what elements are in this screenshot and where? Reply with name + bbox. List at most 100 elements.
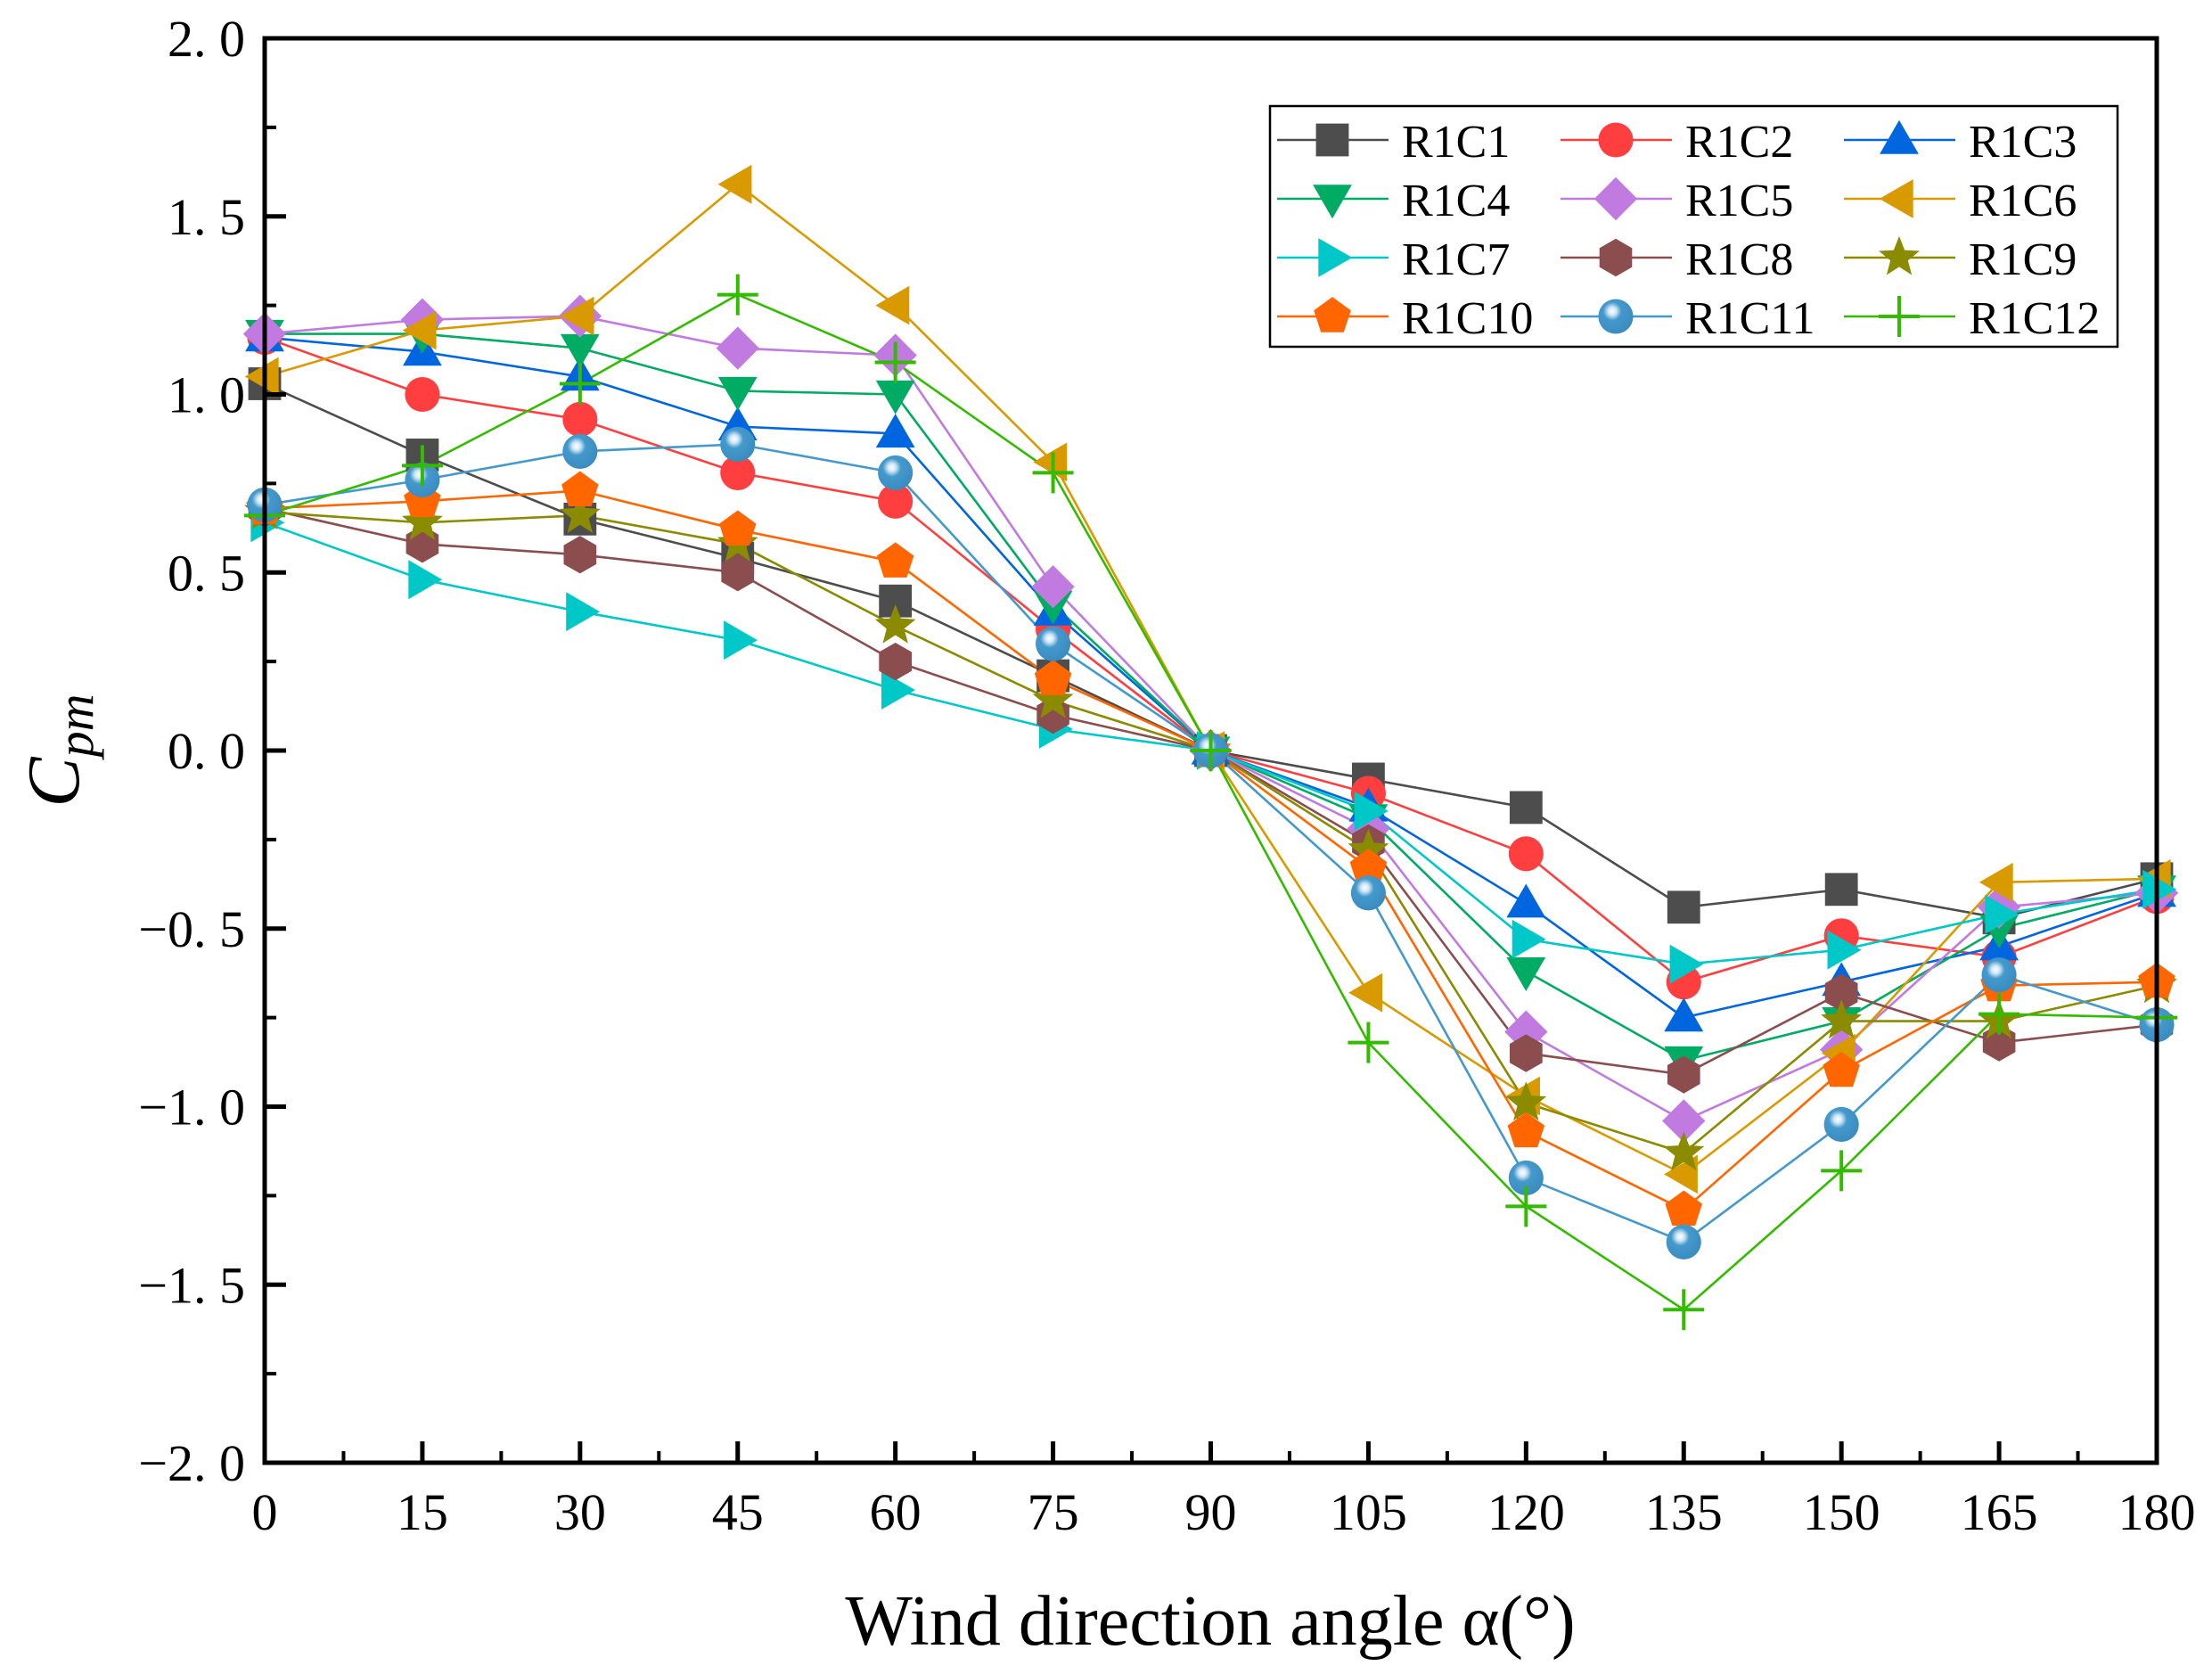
data-point-r1c6-105 <box>1348 972 1383 1013</box>
data-point-r1c10-45 <box>719 510 757 546</box>
data-point-r1c6-45 <box>717 164 752 204</box>
data-point-r1c9-135 <box>1663 1131 1705 1170</box>
y-tick-label: 1. 5 <box>168 188 245 246</box>
data-point-r1c6-60 <box>875 285 910 325</box>
series-line-r1c8 <box>264 507 2158 1076</box>
data-point-r1c8-150 <box>1824 973 1858 1012</box>
markers-r1c8 <box>248 489 2174 1094</box>
data-point-r1c12-15 <box>401 445 443 487</box>
markers-r1c10 <box>246 471 2175 1226</box>
y-axis-title: Cpm <box>12 694 104 808</box>
legend-marker-sphere <box>1598 299 1634 334</box>
series-line-r1c12 <box>264 293 2158 1311</box>
x-tick-label: 180 <box>2118 1483 2196 1541</box>
data-point-r1c7-150 <box>1827 930 1862 970</box>
data-point-r1c2-15 <box>405 376 440 413</box>
data-point-r1c9-75 <box>1032 678 1074 718</box>
series-r1c2 <box>264 336 2158 984</box>
data-point-r1c12-90 <box>1190 730 1232 771</box>
legend-box <box>1268 104 2119 349</box>
data-point-r1c11-75 <box>1036 626 1071 661</box>
series-line-r1c1 <box>264 382 2158 920</box>
y-tick-label: −1. 0 <box>138 1079 245 1137</box>
data-point-r1c9-30 <box>559 494 601 533</box>
legend-marker-hexagon <box>1599 238 1633 277</box>
legend-item-r1c4: R1C4 <box>1277 176 1510 226</box>
data-point-r1c11-150 <box>1823 1106 1859 1143</box>
data-point-r1c10-150 <box>1823 1051 1860 1087</box>
legend-marker-plus <box>1879 296 1920 337</box>
legend: R1C1 R1C2 R1C3 R1C4 R1C5 R1C6 R1C7 R1C8 R1C9 R1C1… <box>1268 104 2119 349</box>
y-tick-label: 0. 5 <box>168 544 245 602</box>
data-point-r1c7-135 <box>1669 944 1704 984</box>
data-point-r1c8-60 <box>879 643 912 681</box>
data-point-r1c11-45 <box>720 426 756 462</box>
legend-label: R1C7 <box>1402 234 1510 285</box>
legend-item-r1c8: R1C8 <box>1561 234 1793 285</box>
data-point-r1c9-150 <box>1821 999 1863 1039</box>
series-r1c3 <box>264 336 2158 1019</box>
legend-item-r1c1: R1C1 <box>1277 117 1510 168</box>
data-point-r1c12-60 <box>874 341 916 383</box>
series-line-r1c2 <box>264 336 2158 984</box>
axes: 2. 0 1. 5 1. 0 0. 5 0. 0 −0. 5 −1. 0 −1. 5 −2. 0… <box>138 10 2195 1541</box>
legend-marker-diamond <box>1593 176 1638 221</box>
data-point-r1c11-30 <box>562 433 598 469</box>
data-point-r1c4-30 <box>560 333 600 368</box>
legend-label: R1C8 <box>1685 234 1793 285</box>
x-axis-title: Wind direction angle α(°) <box>845 1582 1575 1661</box>
x-tick-label: 45 <box>712 1483 764 1541</box>
legend-label: R1C6 <box>1969 176 2077 226</box>
data-point-r1c5-75 <box>1031 565 1075 609</box>
y-tick-label: −0. 5 <box>138 900 245 958</box>
legend-label: R1C4 <box>1402 176 1510 226</box>
series-r1c9 <box>264 511 2158 1154</box>
data-point-r1c12-75 <box>1032 452 1074 494</box>
x-tick-label: 75 <box>1028 1483 1079 1541</box>
y-tick-label: −1. 5 <box>138 1256 245 1314</box>
markers-r1c1 <box>248 367 2174 935</box>
data-point-r1c12-30 <box>559 363 601 405</box>
series-line-r1c3 <box>264 336 2158 1019</box>
series-r1c5 <box>264 315 2158 1122</box>
data-point-r1c4-120 <box>1506 957 1546 991</box>
data-point-r1c3-120 <box>1506 883 1546 918</box>
data-point-r1c10-105 <box>1349 849 1388 884</box>
series-layer <box>242 164 2179 1331</box>
data-point-r1c5-120 <box>1504 1010 1548 1054</box>
markers-r1c5 <box>242 294 2179 1143</box>
legend-item-r1c12: R1C12 <box>1844 293 2100 344</box>
data-point-r1c9-120 <box>1505 1081 1547 1120</box>
series-line-r1c10 <box>264 489 2158 1211</box>
data-point-r1c1-135 <box>1667 890 1700 924</box>
data-point-r1c12-120 <box>1505 1186 1547 1227</box>
markers-r1c12 <box>244 274 2177 1331</box>
data-point-r1c6-165 <box>1979 862 2013 902</box>
x-tick-label: 60 <box>870 1483 922 1541</box>
data-point-r1c10-75 <box>1034 660 1072 695</box>
x-tick-label: 0 <box>252 1483 278 1541</box>
data-point-r1c11-135 <box>1666 1224 1701 1260</box>
x-tick-label: 30 <box>554 1483 606 1541</box>
x-tick-label: 120 <box>1487 1483 1565 1541</box>
data-point-r1c7-165 <box>1985 894 2019 934</box>
data-point-r1c7-180 <box>2142 869 2177 909</box>
series-r1c10 <box>264 489 2158 1211</box>
data-point-r1c7-15 <box>408 560 443 600</box>
y-tick-label: 0. 0 <box>168 722 245 780</box>
legend-item-r1c2: R1C2 <box>1561 117 1793 168</box>
data-point-r1c4-60 <box>875 380 915 414</box>
legend-item-r1c7: R1C7 <box>1277 234 1510 285</box>
data-point-r1c12-135 <box>1663 1289 1705 1331</box>
legend-label: R1C5 <box>1685 176 1793 226</box>
legend-marker-circle <box>1598 122 1634 158</box>
data-point-r1c2-120 <box>1508 836 1544 872</box>
x-tick-label: 15 <box>397 1483 448 1541</box>
series-r1c1 <box>264 382 2158 920</box>
legend-label: R1C3 <box>1969 117 2077 168</box>
markers-r1c3 <box>245 317 2176 1032</box>
series-r1c4 <box>265 332 2158 1062</box>
legend-label: R1C11 <box>1685 293 1815 344</box>
data-point-r1c4-45 <box>717 376 758 411</box>
